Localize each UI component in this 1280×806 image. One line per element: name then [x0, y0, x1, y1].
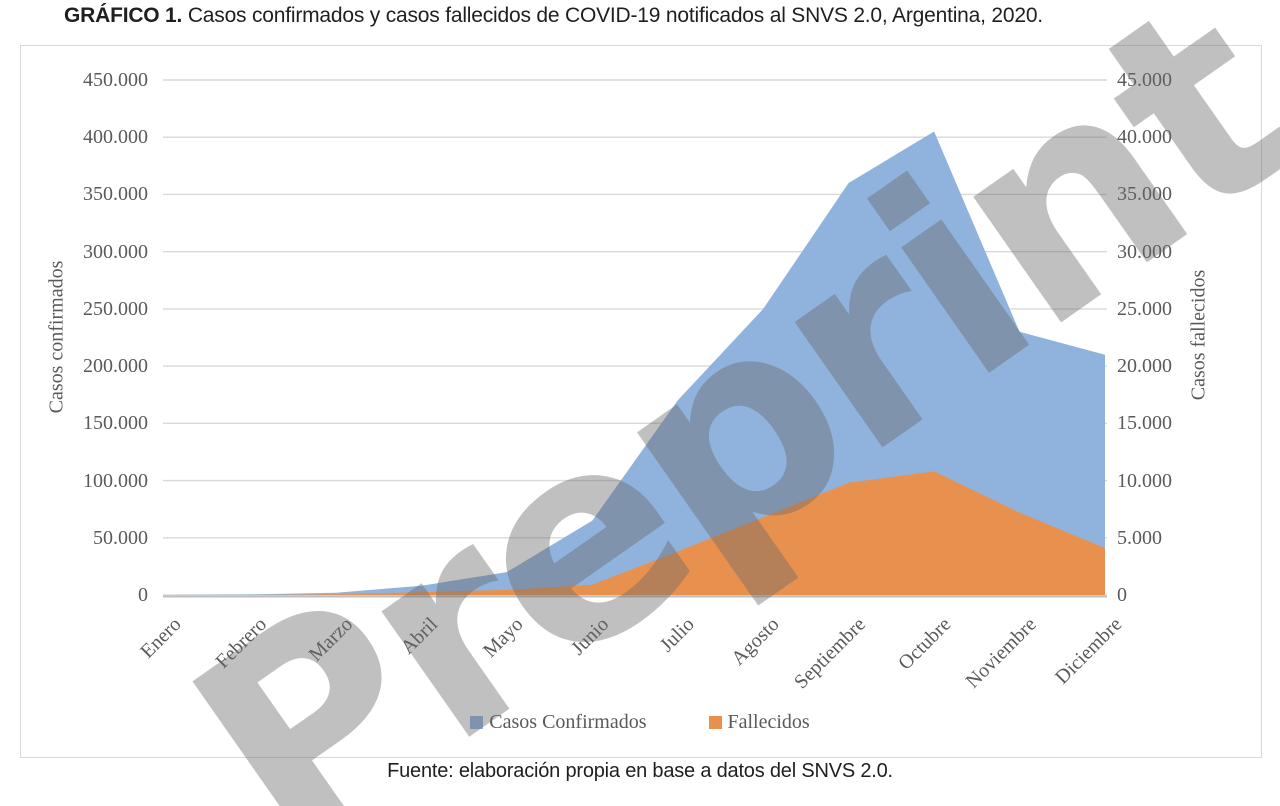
- y-left-tick-label: 300.000: [83, 240, 148, 263]
- y-left-tick-label: 400.000: [83, 126, 148, 149]
- y-left-tick-label: 200.000: [83, 355, 148, 378]
- source-note: Fuente: elaboración propia en base a dat…: [387, 760, 893, 782]
- legend-item-confirmados: Casos Confirmados: [470, 711, 647, 734]
- y-left-tick-label: 450.000: [83, 69, 148, 91]
- chart-title: GRÁFICO 1. Casos confirmados y casos fal…: [64, 4, 1043, 28]
- legend-label-confirmados: Casos Confirmados: [489, 711, 647, 733]
- legend-item-fallecidos: Fallecidos: [708, 711, 810, 734]
- legend-label-fallecidos: Fallecidos: [727, 711, 810, 733]
- y-right-tick-label: 40.000: [1117, 126, 1172, 149]
- y-axis-left-title: Casos confirmados: [45, 260, 68, 414]
- y-right-tick-label: 0: [1117, 584, 1127, 606]
- y-left-tick-label: 0: [138, 584, 148, 606]
- y-right-tick-label: 5.000: [1117, 526, 1162, 549]
- y-right-tick-label: 10.000: [1117, 469, 1172, 492]
- y-left-tick-label: 150.000: [83, 412, 148, 435]
- y-left-tick-label: 50.000: [93, 526, 148, 549]
- y-right-tick-label: 45.000: [1117, 69, 1172, 91]
- y-left-tick-label: 350.000: [83, 183, 148, 206]
- legend-swatch-fallecidos-icon: [708, 716, 722, 729]
- legend-swatch-confirmados-icon: [470, 716, 484, 729]
- y-right-tick-label: 25.000: [1117, 297, 1172, 320]
- chart-frame: [20, 45, 1262, 758]
- chart-title-text: Casos confirmados y casos fallecidos de …: [182, 4, 1043, 27]
- y-right-tick-label: 35.000: [1117, 183, 1172, 206]
- y-right-tick-label: 20.000: [1117, 355, 1172, 378]
- area-series-fallecidos: [165, 471, 1105, 595]
- y-right-tick-label: 30.000: [1117, 240, 1172, 263]
- area-series-casos-confirmados: [165, 131, 1105, 595]
- chart-legend: Casos Confirmados Fallecidos: [0, 711, 1280, 734]
- y-left-tick-label: 250.000: [83, 297, 148, 320]
- y-axis-right-title: Casos fallecidos: [1187, 269, 1210, 401]
- chart-title-label: GRÁFICO 1.: [64, 4, 183, 27]
- y-left-tick-label: 100.000: [83, 469, 148, 492]
- y-right-tick-label: 15.000: [1117, 412, 1172, 435]
